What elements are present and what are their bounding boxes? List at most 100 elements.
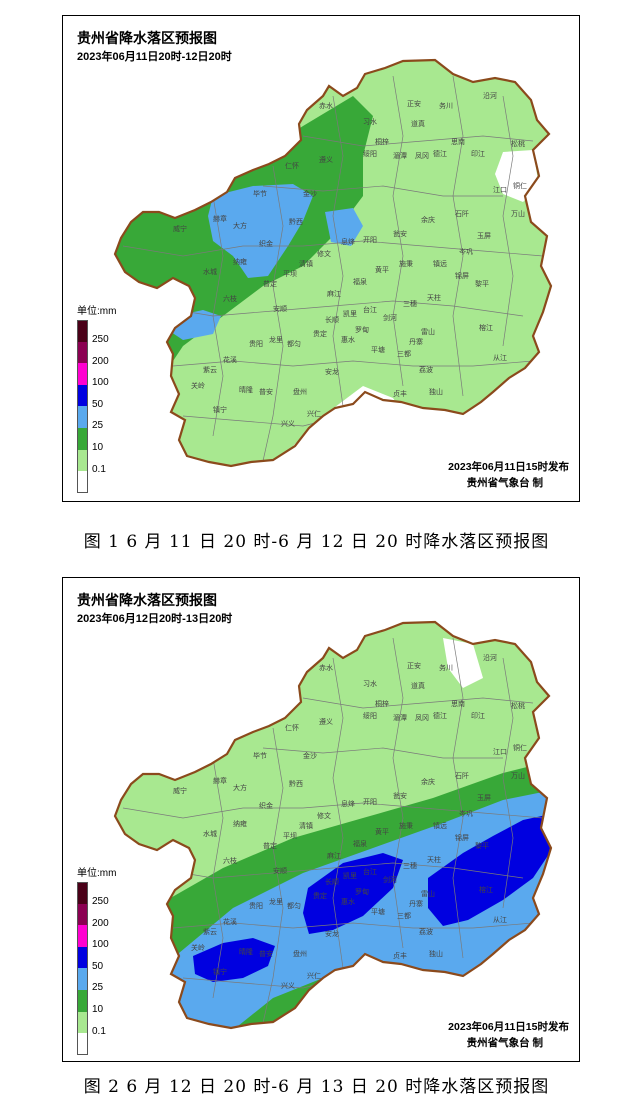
place-label: 龙里	[269, 897, 283, 906]
issue-time: 2023年06月11日15时发布	[448, 461, 569, 473]
legend-swatch	[77, 903, 88, 926]
place-label: 雷山	[421, 889, 435, 898]
legend-label: 10	[92, 1003, 104, 1015]
legend-swatch	[77, 1011, 88, 1034]
place-label: 息烽	[341, 237, 355, 246]
place-label: 锦屏	[455, 271, 469, 280]
place-label: 大方	[233, 221, 247, 230]
place-label: 玉屏	[477, 232, 491, 240]
place-label: 天柱	[427, 293, 441, 302]
legend-label: 25	[92, 420, 104, 432]
legend-label: 0.1	[92, 463, 106, 475]
place-label: 沿河	[483, 653, 497, 662]
place-label: 长顺	[325, 877, 339, 886]
place-label: 黄平	[375, 265, 389, 274]
legend-item: 200	[77, 903, 157, 929]
place-label: 德江	[433, 149, 447, 158]
place-label: 印江	[471, 150, 485, 158]
place-label: 仁怀	[285, 723, 299, 732]
place-label: 桐梓	[375, 137, 389, 146]
legend-swatch	[77, 968, 88, 990]
place-label: 纳雍	[233, 257, 247, 266]
legend-rows: 250 200 100 50 25 10 0.1	[77, 882, 157, 1055]
place-label: 剑河	[383, 875, 397, 884]
place-label: 赫章	[213, 776, 227, 785]
place-label: 赤水	[319, 101, 333, 110]
place-label: 瓮安	[393, 791, 407, 800]
legend-item: 50	[77, 946, 157, 972]
legend-item: 100	[77, 363, 157, 389]
county-lines-2	[122, 637, 544, 1024]
place-label: 荔波	[419, 927, 433, 936]
place-label: 玉屏	[477, 794, 491, 802]
place-label: 三都	[397, 912, 411, 920]
legend-item	[77, 1033, 157, 1055]
place-label: 黔西	[289, 779, 303, 788]
place-label: 平坝	[283, 831, 297, 840]
legend-label: 100	[92, 377, 109, 389]
place-label: 贵阳	[249, 901, 263, 910]
place-label: 安龙	[325, 367, 339, 376]
place-label: 桐梓	[375, 699, 389, 708]
place-label: 凯里	[343, 871, 357, 880]
legend-label: 50	[92, 960, 104, 972]
legend-item: 10	[77, 427, 157, 453]
county-lines-1	[122, 75, 544, 462]
legend-item: 0.1	[77, 1011, 157, 1037]
place-label: 黎平	[475, 841, 489, 850]
place-label: 盘州	[293, 387, 307, 396]
legend-item: 10	[77, 989, 157, 1015]
place-label: 榕江	[479, 885, 493, 894]
place-label: 普安	[259, 949, 273, 958]
legend-swatch	[77, 449, 88, 472]
place-label: 独山	[429, 949, 443, 958]
map-period: 2023年06月12日20时-13日20时	[77, 613, 233, 625]
place-label: 安顺	[273, 304, 287, 313]
place-label: 纳雍	[233, 819, 247, 828]
legend-rows: 250 200 100 50 25 10 0.1	[77, 320, 157, 493]
legend-swatch	[77, 363, 88, 385]
place-label: 毕节	[253, 189, 267, 198]
place-label: 丹寨	[409, 899, 423, 908]
place-label: 金沙	[303, 751, 317, 760]
legend-swatch	[77, 1033, 88, 1055]
place-label: 三穗	[403, 299, 417, 308]
place-label: 仁怀	[285, 161, 299, 170]
legend-swatch	[77, 341, 88, 364]
place-label: 六枝	[223, 294, 237, 303]
place-label: 都匀	[287, 901, 301, 910]
legend-item: 50	[77, 384, 157, 410]
place-label: 凯里	[343, 309, 357, 318]
place-label: 威宁	[173, 786, 187, 795]
issuer: 贵州省气象台 制	[466, 477, 543, 489]
place-label: 印江	[471, 712, 485, 720]
place-label: 惠水	[341, 897, 355, 906]
place-label: 晴隆	[239, 947, 253, 956]
place-label: 岑巩	[459, 247, 473, 256]
legend-swatch	[77, 406, 88, 428]
zone-50mm-xingren	[193, 938, 275, 982]
place-label: 从江	[493, 354, 507, 362]
place-label: 都匀	[287, 339, 301, 348]
place-label: 贵阳	[249, 339, 263, 348]
place-label: 务川	[439, 101, 453, 110]
place-label: 麻江	[327, 851, 341, 860]
legend-1: 单位:mm 250 200 100 50 25 10 0.1	[77, 302, 157, 493]
place-label: 余庆	[421, 215, 435, 224]
place-label: 盘州	[293, 949, 307, 958]
place-label: 石阡	[455, 771, 469, 780]
place-label: 赤水	[319, 663, 333, 672]
place-label: 黔西	[289, 217, 303, 226]
place-label: 兴义	[281, 981, 295, 990]
place-label: 黄平	[375, 827, 389, 836]
zone-50mm-anshun	[303, 853, 403, 934]
place-label: 惠水	[341, 335, 355, 344]
place-label: 普定	[263, 841, 277, 850]
zone-none-north	[443, 638, 483, 688]
place-label: 镇远	[433, 259, 447, 268]
place-label: 凤冈	[415, 714, 429, 722]
place-label: 习水	[363, 117, 377, 126]
place-label: 息烽	[341, 799, 355, 808]
